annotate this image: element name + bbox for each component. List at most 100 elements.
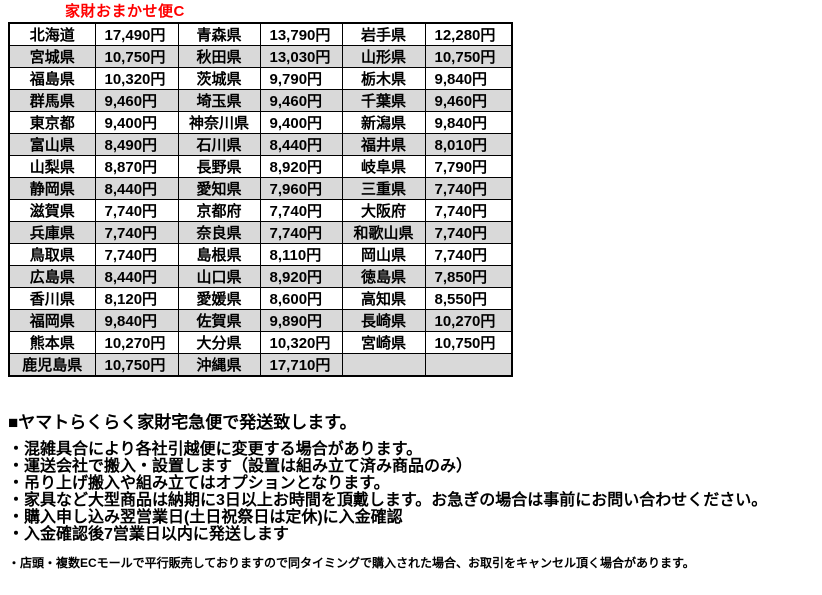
price-cell: 7,850円	[424, 265, 513, 288]
price-cell: 12,280円	[424, 22, 513, 46]
table-row: 兵庫県 7,740円 奈良県 7,740円 和歌山県 7,740円	[8, 221, 513, 244]
table-row: 鳥取県 7,740円 島根県 8,110円 岡山県 7,740円	[8, 243, 513, 266]
table-row: 群馬県 9,460円 埼玉県 9,460円 千葉県 9,460円	[8, 89, 513, 112]
price-cell: 10,750円	[424, 45, 513, 68]
prefecture-cell: 大阪府	[341, 199, 426, 222]
price-cell: 7,960円	[259, 177, 343, 200]
prefecture-cell: 静岡県	[8, 177, 96, 200]
prefecture-cell: 島根県	[177, 243, 261, 266]
price-cell: 9,840円	[424, 111, 513, 134]
page-title: 家財おまかせ便C	[65, 3, 185, 20]
price-cell: 7,740円	[424, 221, 513, 244]
prefecture-cell: 栃木県	[341, 67, 426, 90]
price-cell: 10,270円	[94, 331, 179, 354]
price-cell: 9,890円	[259, 309, 343, 332]
price-cell: 7,740円	[94, 221, 179, 244]
price-cell: 8,600円	[259, 287, 343, 310]
prefecture-cell: 山口県	[177, 265, 261, 288]
price-cell: 7,740円	[94, 199, 179, 222]
table-row: 熊本県 10,270円 大分県 10,320円 宮崎県 10,750円	[8, 331, 513, 354]
price-cell: 8,440円	[94, 177, 179, 200]
price-cell: 10,750円	[424, 331, 513, 354]
prefecture-cell: 鹿児島県	[8, 353, 96, 377]
price-cell: 10,270円	[424, 309, 513, 332]
price-cell: 8,550円	[424, 287, 513, 310]
prefecture-cell: 兵庫県	[8, 221, 96, 244]
note-bullet: ・吊り上げ搬入や組み立てはオプションとなります。	[8, 475, 390, 492]
price-cell: 9,400円	[259, 111, 343, 134]
prefecture-cell: 沖縄県	[177, 353, 261, 377]
prefecture-cell: 香川県	[8, 287, 96, 310]
note-bullet: ・入金確認後7営業日以内に発送します	[8, 526, 289, 543]
table-row: 鹿児島県 10,750円 沖縄県 17,710円	[8, 353, 513, 377]
price-cell: 8,920円	[259, 265, 343, 288]
table-row: 福岡県 9,840円 佐賀県 9,890円 長崎県 10,270円	[8, 309, 513, 332]
prefecture-cell: 福井県	[341, 133, 426, 156]
prefecture-cell: 石川県	[177, 133, 261, 156]
prefecture-cell: 奈良県	[177, 221, 261, 244]
notes-small-note: ・店頭・複数ECモールで平行販売しておりますので同タイミングで購入された場合、お…	[8, 556, 695, 570]
price-cell: 9,460円	[259, 89, 343, 112]
prefecture-cell: 大分県	[177, 331, 261, 354]
table-row: 滋賀県 7,740円 京都府 7,740円 大阪府 7,740円	[8, 199, 513, 222]
price-cell: 9,840円	[424, 67, 513, 90]
prefecture-cell: 岐阜県	[341, 155, 426, 178]
price-cell: 9,790円	[259, 67, 343, 90]
price-cell: 8,440円	[94, 265, 179, 288]
table-row: 福島県 10,320円 茨城県 9,790円 栃木県 9,840円	[8, 67, 513, 90]
prefecture-cell: 宮城県	[8, 45, 96, 68]
prefecture-cell: 鳥取県	[8, 243, 96, 266]
table-row: 宮城県 10,750円 秋田県 13,030円 山形県 10,750円	[8, 45, 513, 68]
note-bullet: ・運送会社で搬入・設置します（設置は組み立て済み商品のみ）	[8, 458, 473, 475]
prefecture-cell: 長野県	[177, 155, 261, 178]
prefecture-cell: 三重県	[341, 177, 426, 200]
prefecture-cell: 広島県	[8, 265, 96, 288]
prefecture-cell: 徳島県	[341, 265, 426, 288]
table-row: 山梨県 8,870円 長野県 8,920円 岐阜県 7,790円	[8, 155, 513, 178]
notes-list: ・混雑具合により各社引越便に変更する場合があります。 ・運送会社で搬入・設置します…	[8, 441, 814, 543]
prefecture-cell: 愛媛県	[177, 287, 261, 310]
price-cell: 8,870円	[94, 155, 179, 178]
price-cell: 10,320円	[94, 67, 179, 90]
table-row: 北海道 17,490円 青森県 13,790円 岩手県 12,280円	[8, 22, 513, 46]
prefecture-cell: 長崎県	[341, 309, 426, 332]
prefecture-cell: 佐賀県	[177, 309, 261, 332]
note-bullet: ・混雑具合により各社引越便に変更する場合があります。	[8, 441, 423, 458]
prefecture-cell: 千葉県	[341, 89, 426, 112]
price-cell: 9,460円	[424, 89, 513, 112]
price-cell: 17,490円	[94, 22, 179, 46]
prefecture-cell: 宮崎県	[341, 331, 426, 354]
prefecture-cell: 山形県	[341, 45, 426, 68]
price-cell: 8,010円	[424, 133, 513, 156]
price-cell: 8,110円	[259, 243, 343, 266]
note-bullet: ・家具など大型商品は納期に3日以上お時間を頂戴します。お急ぎの場合は事前にお問い…	[8, 492, 768, 509]
prefecture-cell: 福島県	[8, 67, 96, 90]
price-cell: 13,790円	[259, 22, 343, 46]
price-cell	[424, 353, 513, 377]
prefecture-cell: 神奈川県	[177, 111, 261, 134]
prefecture-cell: 茨城県	[177, 67, 261, 90]
prefecture-cell: 北海道	[8, 22, 96, 46]
price-cell: 8,490円	[94, 133, 179, 156]
prefecture-cell: 青森県	[177, 22, 261, 46]
prefecture-cell: 熊本県	[8, 331, 96, 354]
table-row: 東京都 9,400円 神奈川県 9,400円 新潟県 9,840円	[8, 111, 513, 134]
prefecture-cell: 愛知県	[177, 177, 261, 200]
prefecture-cell: 高知県	[341, 287, 426, 310]
prefecture-cell: 和歌山県	[341, 221, 426, 244]
price-cell: 7,740円	[94, 243, 179, 266]
price-cell: 10,750円	[94, 45, 179, 68]
notes-heading: ■ヤマトらくらく家財宅急便で発送致します。	[8, 413, 357, 432]
shipping-fee-table: 北海道 17,490円 青森県 13,790円 岩手県 12,280円 宮城県 10,750円…	[8, 22, 513, 377]
price-cell: 9,460円	[94, 89, 179, 112]
prefecture-cell: 群馬県	[8, 89, 96, 112]
prefecture-cell: 新潟県	[341, 111, 426, 134]
price-cell: 7,740円	[424, 177, 513, 200]
table-row: 富山県 8,490円 石川県 8,440円 福井県 8,010円	[8, 133, 513, 156]
price-cell: 7,740円	[259, 221, 343, 244]
prefecture-cell	[341, 353, 426, 377]
prefecture-cell: 福岡県	[8, 309, 96, 332]
table-row: 静岡県 8,440円 愛知県 7,960円 三重県 7,740円	[8, 177, 513, 200]
price-cell: 7,740円	[259, 199, 343, 222]
